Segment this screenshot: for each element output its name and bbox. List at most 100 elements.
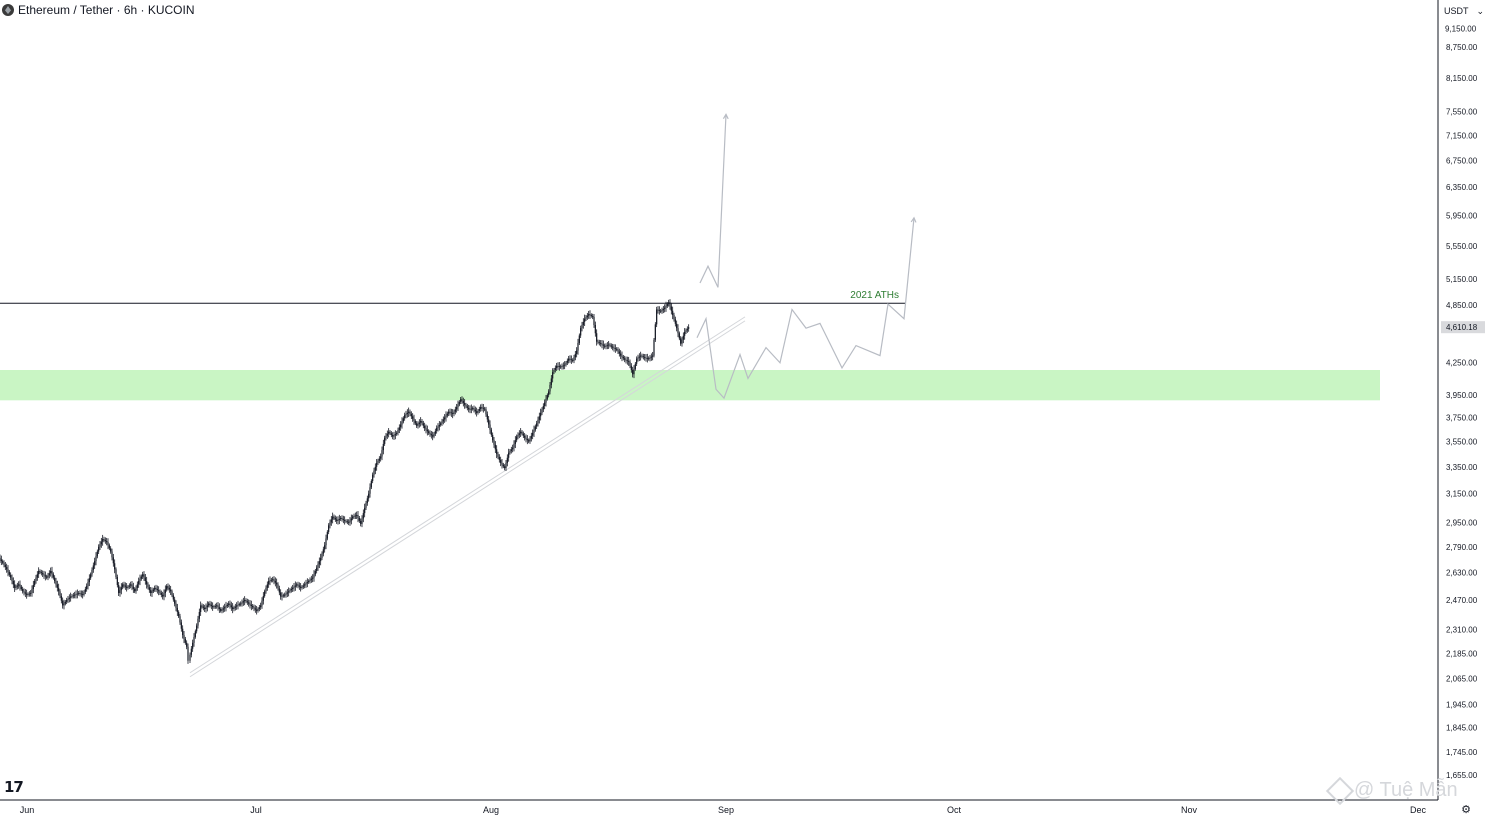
candle-body [348,521,350,523]
candle-body [337,519,339,521]
candle-body [52,574,54,578]
candle-body [461,399,463,402]
tradingview-logo-icon[interactable]: 17 [4,778,24,796]
candle-body [620,353,622,356]
candle-body [373,470,375,475]
candle-body [450,412,452,414]
candle-body [506,457,508,463]
candle-body [494,444,496,450]
candle-body [378,458,380,461]
candle-body [540,412,542,417]
candle-body [534,426,536,430]
candle-body [7,569,9,573]
candle-body [317,564,319,568]
candle-body [370,480,372,488]
candle-body [67,598,69,601]
ath-label: 2021 ATHs [850,290,899,301]
trendline-lower[interactable] [189,320,746,678]
candle-body [266,584,268,588]
projection-path-a-arrowhead [910,216,917,223]
projection-path-a[interactable] [696,217,915,400]
candle-body [22,588,24,592]
watermark-text: @ Tuệ Mẫn [1354,779,1458,801]
candle-body [406,412,408,414]
candle-body [632,370,634,375]
candle-body [66,600,68,602]
candle-body [209,603,211,605]
candle-body [434,430,436,434]
chevron-down-icon: ⌄ [1476,5,1484,16]
candle-body [460,399,462,402]
candle-body [301,586,303,588]
candle-body [342,518,344,520]
candle-body [246,601,248,603]
candle-body [681,339,683,344]
candle-body [670,306,672,311]
candle-body [596,333,598,342]
candle-body [135,587,137,592]
price-tick-label: 5,150.00 [1446,275,1478,284]
candle-body [197,618,199,626]
candle-body [44,575,46,577]
currency-select[interactable]: USDT ⌄ [1441,3,1487,19]
candle-body [400,424,402,428]
candle-body [642,356,644,358]
candle-body [314,570,316,575]
candle-body [60,595,62,601]
settings-gear-icon[interactable]: ⚙ [1461,804,1471,816]
candle-body [341,517,343,519]
candle-body [304,584,306,586]
candle-body [442,419,444,422]
candle-body [492,434,494,441]
candle-body [75,594,77,595]
candle-body [136,584,138,588]
candle-body [254,608,256,610]
candle-body [183,635,185,639]
candle-body [143,574,145,578]
candle-body [16,585,18,587]
support-zone[interactable] [0,370,1380,401]
candle-body [560,366,562,368]
candle-body [15,586,17,588]
candle-body [345,520,347,522]
candle-body [110,548,112,552]
candle-body [465,404,467,407]
candle-body [394,434,396,436]
candle-body [605,345,607,347]
candle-body [426,429,428,432]
candle-body [346,521,348,523]
candle-body [146,581,148,585]
candle-body [612,346,614,348]
candle-body [658,310,660,311]
candle-body [54,577,56,582]
candle-body [361,518,363,524]
candle-body [369,487,371,494]
candle-body [250,604,252,607]
candle-body [308,581,310,583]
candle-body [139,578,141,582]
candle-body [111,551,113,558]
candle-body [226,604,228,607]
candle-body [362,513,364,519]
candle-body [574,353,576,358]
candle-body [609,344,611,346]
candle-body [59,591,61,596]
candle-body [490,429,492,435]
candle-body [484,408,486,410]
projection-path-b[interactable] [699,114,727,288]
price-tick-label: 3,350.00 [1446,463,1478,472]
time-tick-label: Sep [718,805,734,815]
trendline-upper[interactable] [189,316,746,674]
symbol-header[interactable]: Ethereum / Tether · 6h · KUCOIN [2,3,195,17]
candle-body [424,425,426,429]
candle-body [685,330,687,332]
candle-body [682,335,684,340]
candle-body [236,605,238,607]
candle-body [288,591,290,593]
candle-body [272,579,274,581]
candle-body [12,581,14,585]
symbol-title: Ethereum / Tether · 6h · KUCOIN [18,3,195,17]
candle-body [168,587,170,590]
